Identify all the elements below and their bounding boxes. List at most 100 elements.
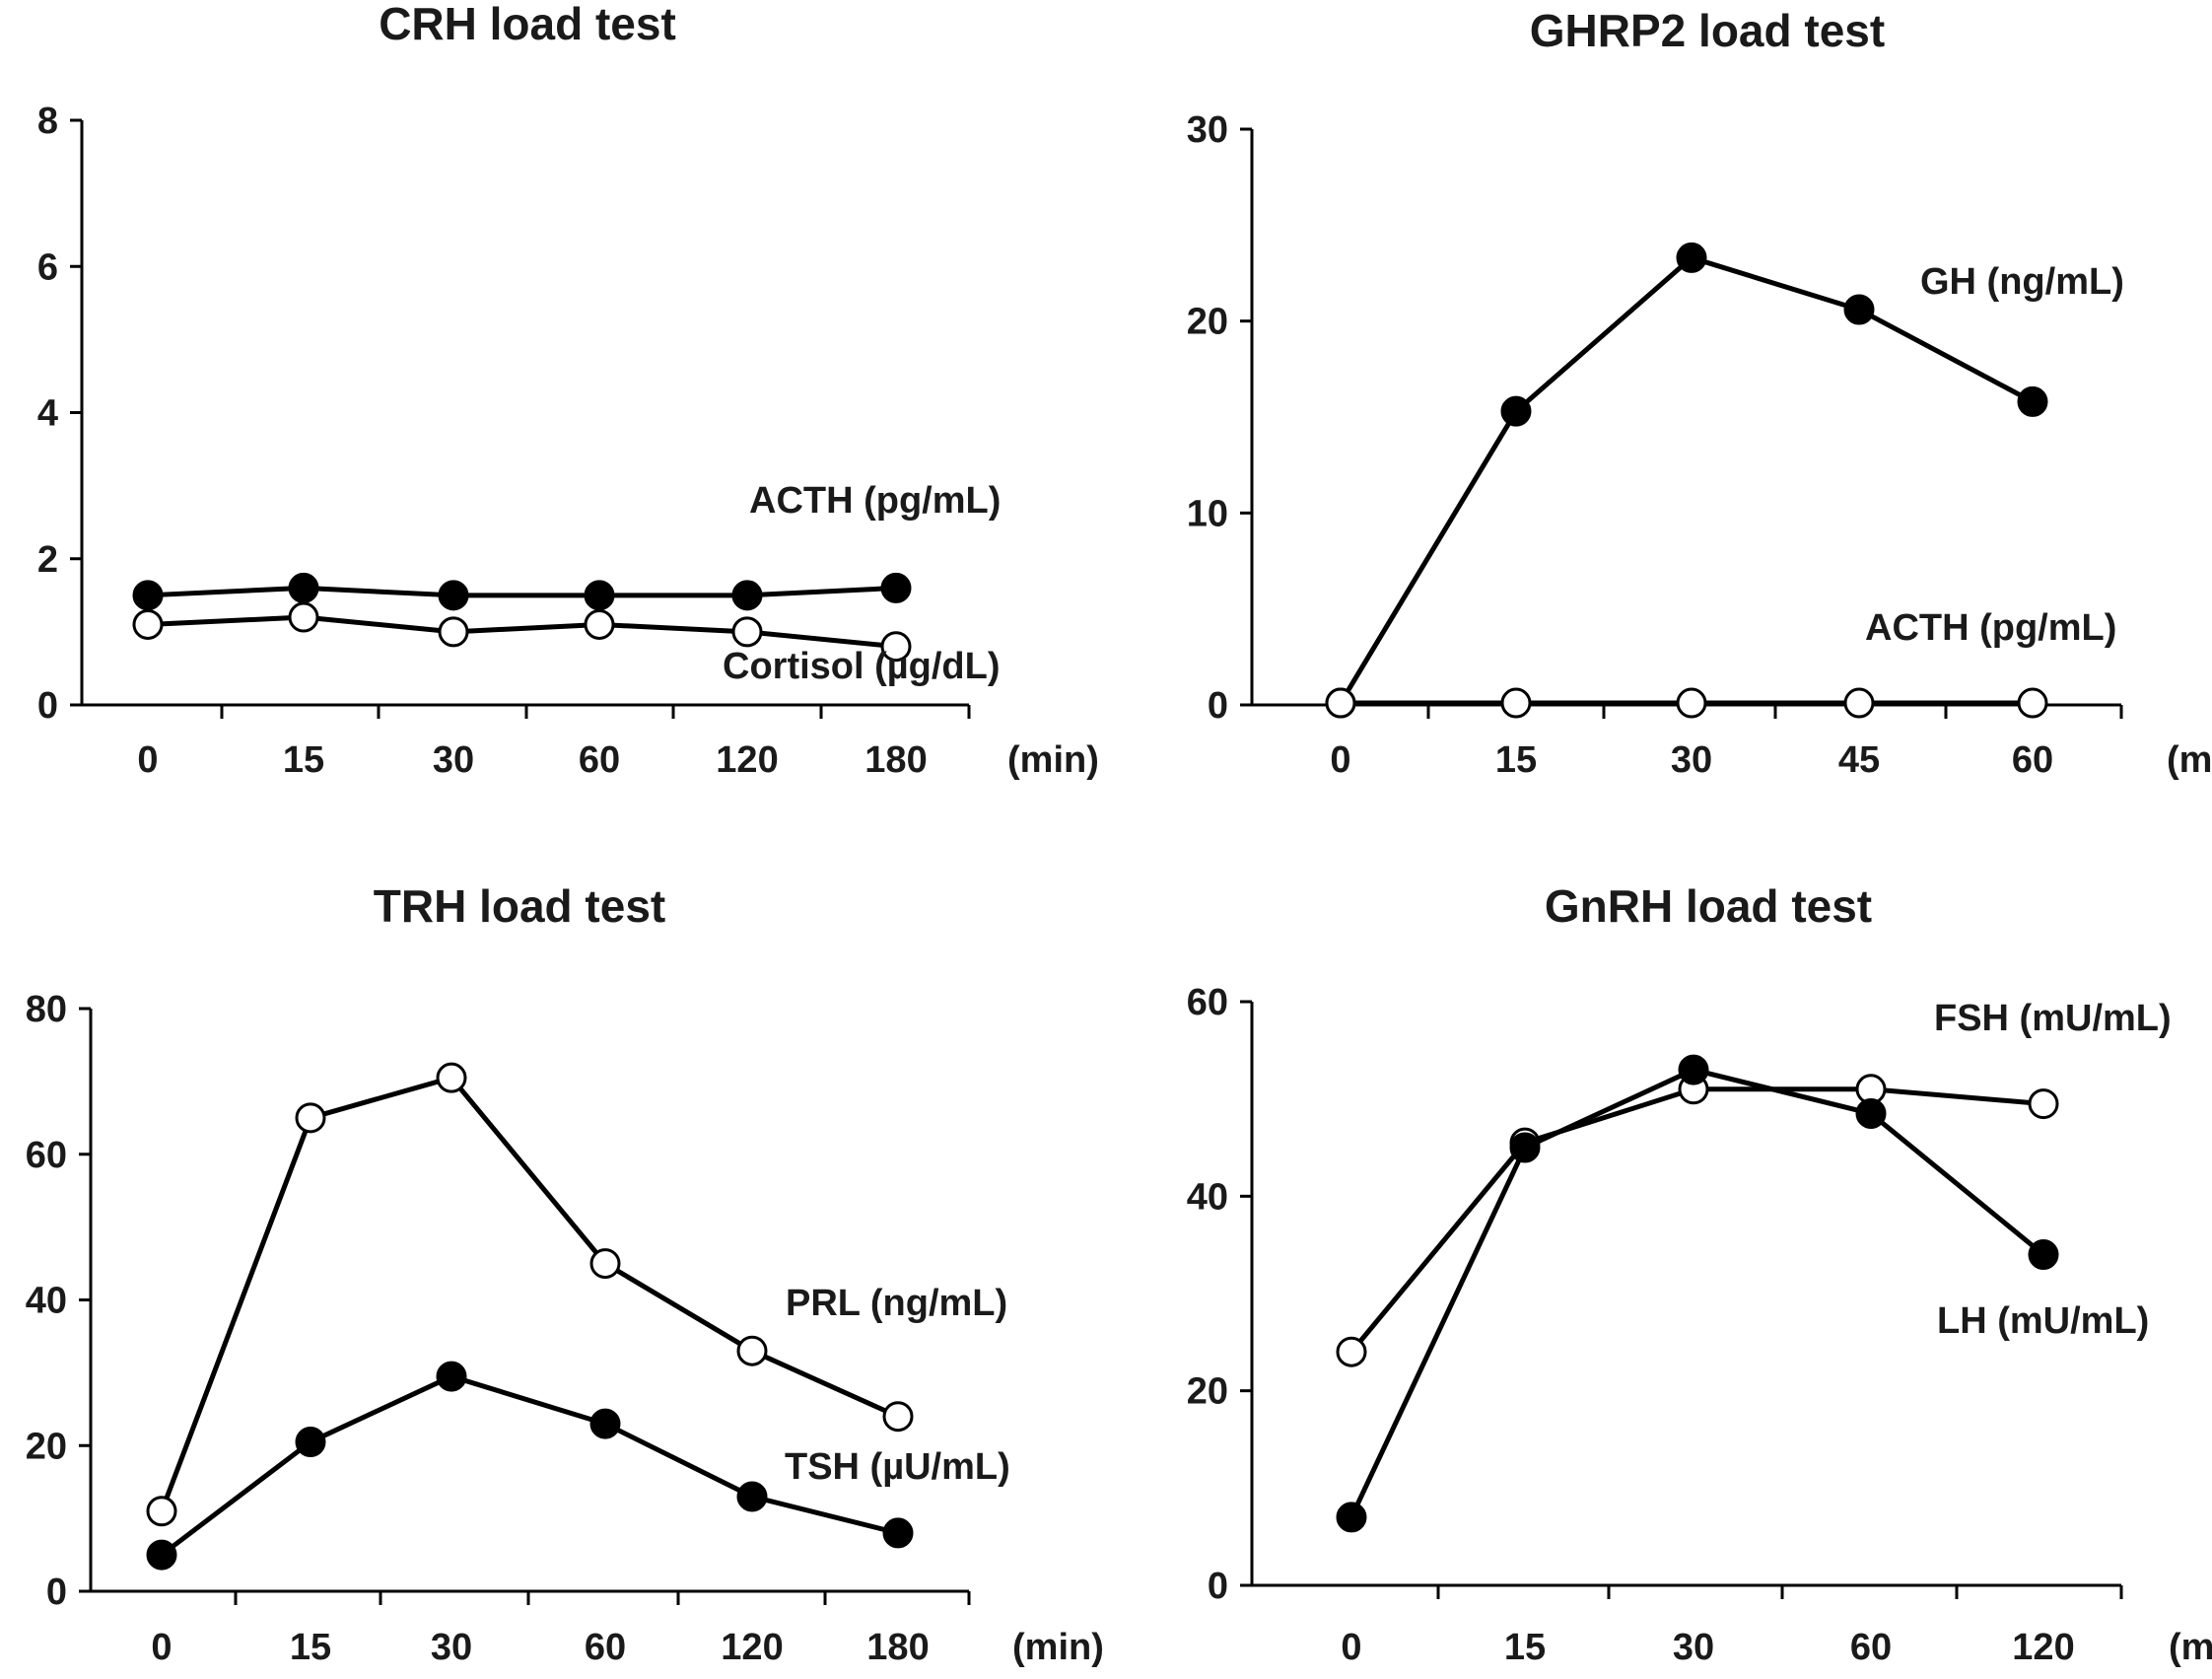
y-tick-label: 0 bbox=[46, 1572, 67, 1613]
data-point bbox=[882, 1401, 914, 1433]
data-point bbox=[731, 580, 763, 611]
data-point bbox=[2028, 1088, 2059, 1120]
data-point bbox=[880, 631, 912, 663]
x-tick-label: 120 bbox=[721, 1627, 783, 1668]
data-point bbox=[146, 1539, 177, 1571]
data-point bbox=[1336, 1502, 1367, 1533]
y-tick-label: 4 bbox=[37, 393, 58, 435]
x-tick-label: 30 bbox=[1671, 739, 1712, 781]
series-label: FSH (mU/mL) bbox=[1934, 998, 2172, 1039]
series-line-2 bbox=[147, 614, 897, 650]
data-point bbox=[132, 608, 164, 640]
data-point bbox=[1325, 687, 1356, 719]
y-tick-label: 40 bbox=[1187, 1176, 1228, 1218]
y-tick-label: 80 bbox=[26, 989, 67, 1030]
x-tick-label: 0 bbox=[1341, 1627, 1361, 1668]
data-point bbox=[2028, 1239, 2059, 1271]
data-point bbox=[2017, 385, 2048, 417]
data-point bbox=[584, 608, 615, 640]
series-label: PRL (ng/mL) bbox=[786, 1283, 1007, 1324]
chart-panel-1: CRH load test 0 2 4 6 8 0 15 30 60 120 180 (min) ACTH… bbox=[37, 0, 1099, 781]
y-tick-label: 20 bbox=[26, 1426, 67, 1467]
data-point bbox=[589, 1408, 621, 1439]
data-point bbox=[132, 580, 164, 611]
data-point bbox=[295, 1102, 326, 1134]
data-point bbox=[736, 1481, 768, 1512]
y-tick-label: 2 bbox=[37, 539, 58, 581]
data-point bbox=[146, 1496, 177, 1527]
data-point bbox=[1855, 1097, 1887, 1129]
chart-title: GnRH load test bbox=[1545, 880, 1872, 932]
data-point bbox=[1678, 1054, 1709, 1085]
data-point bbox=[288, 572, 319, 603]
data-point bbox=[436, 1361, 467, 1392]
series-label: Cortisol (µg/dL) bbox=[723, 646, 1001, 687]
x-tick-label: 15 bbox=[290, 1627, 331, 1668]
series-label: ACTH (pg/mL) bbox=[749, 480, 1001, 522]
y-tick-label: 10 bbox=[1187, 493, 1228, 534]
chart-panel-4: GnRH load test 0 20 40 60 0 15 30 60 120 (min) FSH … bbox=[1187, 880, 2212, 1668]
data-point bbox=[1676, 242, 1707, 273]
data-point bbox=[880, 572, 912, 603]
x-tick-label: 30 bbox=[431, 1627, 472, 1668]
x-unit-label: (min) bbox=[1007, 739, 1099, 781]
data-point bbox=[438, 616, 469, 648]
x-tick-label: 30 bbox=[433, 739, 474, 781]
x-tick-label: 15 bbox=[1504, 1627, 1546, 1668]
y-tick-label: 30 bbox=[1187, 109, 1228, 151]
y-tick-label: 40 bbox=[26, 1281, 67, 1322]
data-point bbox=[1676, 687, 1707, 719]
chart-panel-2: GHRP2 load test 0 10 20 30 0 15 30 45 60 (min) GH (… bbox=[1187, 5, 2212, 781]
x-tick-label: 180 bbox=[866, 1627, 929, 1668]
x-tick-label: 45 bbox=[1838, 739, 1880, 781]
x-tick-label: 60 bbox=[585, 1627, 626, 1668]
data-point bbox=[1843, 687, 1875, 719]
data-point bbox=[589, 1248, 621, 1280]
series-line-2 bbox=[1348, 1067, 2045, 1518]
x-tick-label: 60 bbox=[2012, 739, 2053, 781]
data-point bbox=[438, 580, 469, 611]
x-unit-label: (min) bbox=[2167, 739, 2212, 781]
data-point bbox=[1509, 1132, 1541, 1163]
data-point bbox=[736, 1335, 768, 1366]
x-unit-label: (min) bbox=[2169, 1627, 2212, 1668]
x-tick-label: 60 bbox=[579, 739, 620, 781]
x-tick-label: 15 bbox=[283, 739, 324, 781]
data-point bbox=[436, 1062, 467, 1093]
y-tick-label: 60 bbox=[1187, 982, 1228, 1023]
x-unit-label: (min) bbox=[1012, 1627, 1104, 1668]
y-tick-label: 60 bbox=[26, 1135, 67, 1176]
chart-title: CRH load test bbox=[379, 0, 676, 49]
x-tick-label: 120 bbox=[716, 739, 778, 781]
series-label: GH (ng/mL) bbox=[1920, 261, 2124, 303]
series-line-1 bbox=[159, 1075, 900, 1512]
data-point bbox=[1500, 395, 1532, 427]
data-point bbox=[288, 601, 319, 633]
series-label: TSH (µU/mL) bbox=[785, 1446, 1010, 1488]
data-point bbox=[2017, 687, 2048, 719]
series-line-2 bbox=[160, 1373, 899, 1558]
data-point bbox=[1336, 1336, 1367, 1367]
data-point bbox=[584, 580, 615, 611]
x-tick-label: 0 bbox=[1330, 739, 1350, 781]
y-tick-label: 0 bbox=[1208, 1566, 1228, 1607]
x-tick-label: 30 bbox=[1673, 1627, 1714, 1668]
x-tick-label: 15 bbox=[1495, 739, 1537, 781]
data-point bbox=[1500, 687, 1532, 719]
series-label: LH (mU/mL) bbox=[1937, 1300, 2149, 1342]
series-line-1 bbox=[147, 585, 897, 598]
y-tick-label: 8 bbox=[37, 101, 58, 142]
x-tick-label: 180 bbox=[864, 739, 927, 781]
y-tick-label: 6 bbox=[37, 246, 58, 288]
chart-panel-3: TRH load test 0 20 40 60 80 0 15 30 60 120 180 (min)… bbox=[26, 880, 1104, 1668]
data-point bbox=[882, 1517, 914, 1549]
y-tick-label: 20 bbox=[1187, 1371, 1228, 1413]
data-point bbox=[295, 1427, 326, 1458]
data-point bbox=[1843, 294, 1875, 325]
x-tick-label: 60 bbox=[1850, 1627, 1892, 1668]
chart-title: GHRP2 load test bbox=[1530, 5, 1885, 56]
chart-title: TRH load test bbox=[374, 880, 665, 932]
x-tick-label: 0 bbox=[151, 1627, 172, 1668]
x-tick-label: 120 bbox=[2012, 1627, 2074, 1668]
